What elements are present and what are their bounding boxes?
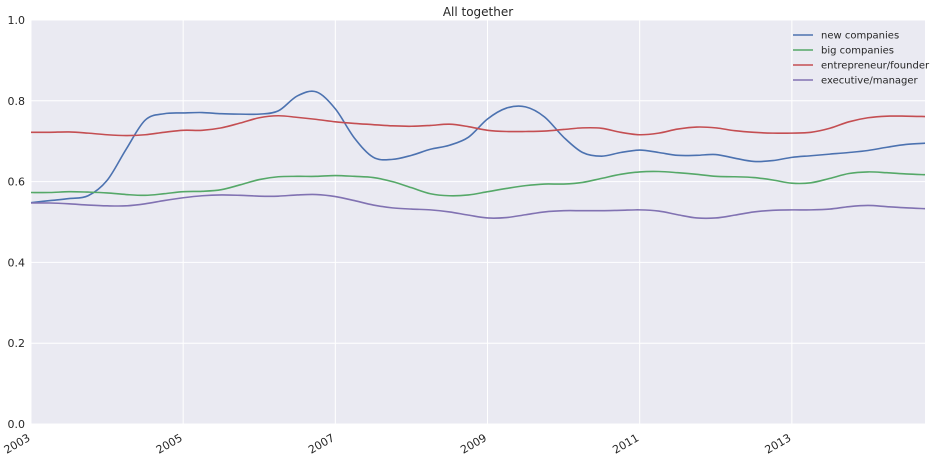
chart-title: All together [443, 5, 513, 19]
legend-label: entrepreneur/founder [821, 61, 930, 72]
x-tick-label: 2003 [2, 431, 33, 456]
y-tick-label: 0.8 [8, 95, 26, 108]
y-tick-label: 0.6 [8, 176, 26, 189]
legend-label: big companies [821, 46, 894, 57]
series-line-3 [30, 193, 926, 220]
legend: new companies big companies entrepreneur/f… [793, 31, 930, 87]
legend-label: executive/manager [821, 76, 919, 87]
x-axis-ticks: 2003 2005 2007 2009 2011 2013 [2, 431, 794, 456]
grid [30, 19, 925, 425]
x-tick-label: 2007 [306, 431, 337, 456]
series-lines [30, 90, 926, 220]
y-tick-label: 1.0 [8, 14, 26, 27]
series-line-1 [30, 170, 926, 197]
x-tick-label: 2013 [763, 431, 794, 456]
legend-label: new companies [821, 31, 899, 42]
y-tick-label: 0.2 [8, 337, 26, 350]
x-tick-label: 2005 [154, 431, 185, 456]
x-tick-label: 2011 [610, 431, 641, 456]
x-tick-label: 2009 [458, 431, 489, 456]
plot-background [31, 20, 925, 424]
y-tick-label: 0.0 [8, 418, 26, 431]
y-axis-ticks: 0.0 0.2 0.4 0.6 0.8 1.0 [8, 14, 26, 431]
y-tick-label: 0.4 [8, 256, 26, 269]
series-line-2 [30, 114, 926, 137]
